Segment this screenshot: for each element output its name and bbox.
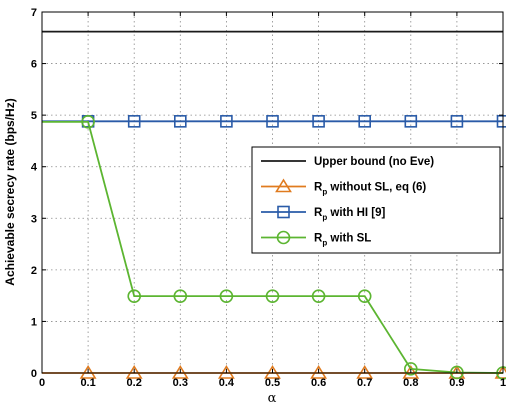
data-point-circle xyxy=(219,289,234,303)
axis-ticks: 0 0.1 0.2 0.3 0.4 0.5 0.6 0.7 0.8 0.9 1 0 1 2 3 4 5 6 7 xyxy=(31,7,506,389)
data-point-square xyxy=(127,115,141,128)
x-tick-label: 0.9 xyxy=(449,377,464,389)
data-point-triangle xyxy=(402,364,420,379)
legend-swatch-marker xyxy=(277,205,290,219)
data-point-square xyxy=(174,115,187,128)
legend-label: Rp without SL, eq (6) xyxy=(314,182,426,197)
y-tick-label: 5 xyxy=(31,110,37,122)
legend-swatch-marker xyxy=(276,230,291,245)
data-point-triangle xyxy=(264,364,281,379)
y-tick-label: 6 xyxy=(31,59,37,71)
data-point-square xyxy=(450,115,464,128)
data-point-triangle xyxy=(217,364,235,379)
data-point-square xyxy=(358,115,372,128)
data-point-circle xyxy=(403,362,418,376)
x-tick-label: 0.7 xyxy=(357,377,372,389)
x-tick-label: 0.4 xyxy=(219,377,235,389)
data-point-triangle xyxy=(310,364,328,379)
x-tick-label: 0.1 xyxy=(80,377,95,389)
data-point-circle xyxy=(173,289,188,303)
legend-label: Rp with HI [9] xyxy=(314,207,386,222)
x-tick-label: 0.5 xyxy=(265,377,280,389)
x-tick-label: 1 xyxy=(500,377,506,389)
data-point-square xyxy=(404,115,418,128)
y-axis-label: Achievable secrecy rate (bps/Hz) xyxy=(3,98,17,285)
legend-swatch-marker xyxy=(275,178,292,193)
x-tick-label: 0.3 xyxy=(173,377,188,389)
y-tick-label: 0 xyxy=(31,368,37,380)
data-point-circle xyxy=(81,115,95,129)
data-point-triangle xyxy=(79,364,97,379)
legend-box xyxy=(251,146,501,254)
data-point-square xyxy=(220,115,233,128)
y-tick-label: 1 xyxy=(31,316,37,328)
legend: Upper bound (no Eve) Rp without SL, eq (6… xyxy=(251,146,501,254)
x-tick-label: 0.6 xyxy=(311,377,326,389)
data-point-triangle xyxy=(125,364,143,379)
y-tick-label: 3 xyxy=(31,213,37,225)
y-tick-label: 4 xyxy=(31,162,38,174)
x-tick-label: 0 xyxy=(39,377,45,389)
x-axis-label: α xyxy=(268,391,277,406)
data-point-square xyxy=(312,115,325,128)
series-line xyxy=(42,120,504,374)
data-point-circle xyxy=(127,289,141,303)
x-tick-label: 0.2 xyxy=(127,377,142,389)
y-tick-label: 2 xyxy=(31,265,37,277)
data-point-circle xyxy=(357,289,372,303)
data-point-circle xyxy=(311,289,326,303)
data-point-circle xyxy=(265,289,280,303)
legend-label: Upper bound (no Eve) xyxy=(314,156,434,168)
legend-label: Rp with SL xyxy=(314,233,371,248)
x-tick-label: 0.8 xyxy=(403,377,418,389)
data-point-square xyxy=(266,115,279,128)
data-point-triangle xyxy=(171,364,189,379)
data-point-triangle xyxy=(356,364,374,379)
data-point-circle xyxy=(450,365,464,380)
y-tick-label: 7 xyxy=(31,7,37,19)
